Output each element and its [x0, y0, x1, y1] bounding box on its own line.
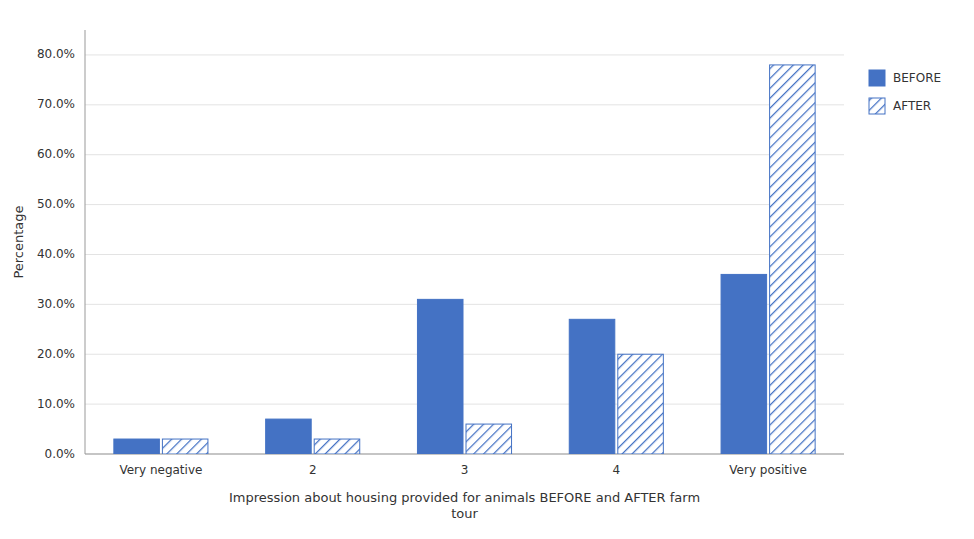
bar	[162, 439, 208, 454]
chart-container: 0.0% 10.0% 20.0% 30.0% 40.0% 50.0% 60.0% 70.0% 8…	[0, 0, 974, 539]
bar	[417, 299, 463, 454]
y-tick-label: 20.0%	[37, 347, 75, 361]
grid-line	[85, 104, 844, 105]
y-tick-label: 30.0%	[37, 297, 75, 311]
bar	[569, 319, 615, 454]
bar	[266, 419, 312, 454]
grid-line	[85, 254, 844, 255]
bar	[770, 65, 816, 454]
legend-label: AFTER	[893, 99, 931, 113]
y-tick-label: 40.0%	[37, 247, 75, 261]
x-tick-label: 2	[309, 463, 317, 477]
x-axis-label-line: tour	[451, 506, 478, 521]
grid-line	[85, 54, 844, 55]
bar	[466, 424, 512, 454]
legend-swatch	[869, 98, 885, 114]
x-tick-label: Very negative	[119, 463, 202, 477]
y-axis-label: Percentage	[11, 205, 26, 278]
x-tick-label: 3	[461, 463, 469, 477]
y-tick-label: 60.0%	[37, 147, 75, 161]
y-tick-label: 0.0%	[45, 447, 76, 461]
bar	[114, 439, 160, 454]
x-tick-label: Very positive	[729, 463, 807, 477]
grid-line	[85, 204, 844, 205]
x-axis-label-line: Impression about housing provided for an…	[229, 490, 700, 505]
bar	[618, 354, 664, 454]
bar	[314, 439, 360, 454]
y-tick-label: 70.0%	[37, 97, 75, 111]
legend-swatch	[869, 70, 885, 86]
grid-line	[85, 154, 844, 155]
x-tick-label: 4	[612, 463, 620, 477]
bars	[114, 65, 815, 454]
chart-svg: 0.0% 10.0% 20.0% 30.0% 40.0% 50.0% 60.0% 70.0% 8…	[0, 0, 974, 539]
plot: 0.0% 10.0% 20.0% 30.0% 40.0% 50.0% 60.0% 70.0% 8…	[11, 30, 941, 521]
y-tick-label: 10.0%	[37, 397, 75, 411]
y-axis-line	[85, 30, 86, 454]
x-axis-label: Impression about housing provided for an…	[229, 490, 700, 521]
y-tick-label: 50.0%	[37, 197, 75, 211]
y-tick-label: 80.0%	[37, 47, 75, 61]
legend: BEFORE AFTER	[869, 70, 941, 114]
legend-label: BEFORE	[893, 71, 941, 85]
bar	[721, 274, 767, 454]
